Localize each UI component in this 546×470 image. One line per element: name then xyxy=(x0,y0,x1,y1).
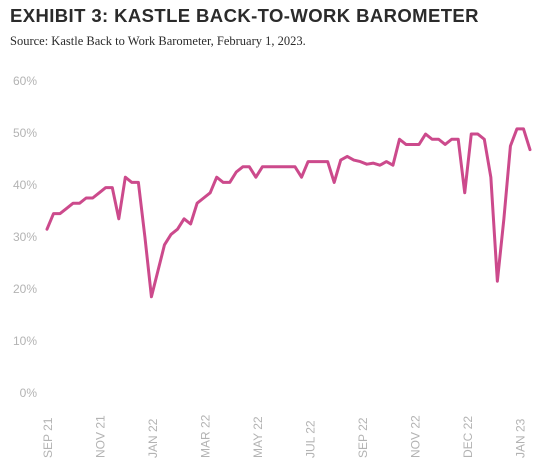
x-tick-label: SEP 22 xyxy=(356,417,370,458)
y-tick-label: 0% xyxy=(20,386,38,400)
x-tick-label: JAN 23 xyxy=(514,418,528,458)
y-tick-label: 60% xyxy=(13,74,37,88)
x-tick-label: NOV 21 xyxy=(94,415,108,458)
y-tick-label: 30% xyxy=(13,230,37,244)
x-tick-label: JAN 22 xyxy=(146,418,160,458)
chart-title: EXHIBIT 3: KASTLE BACK-TO-WORK BAROMETER xyxy=(10,5,479,26)
x-tick-label: NOV 22 xyxy=(409,415,423,458)
x-tick-label: MAR 22 xyxy=(199,414,213,458)
barometer-series-line xyxy=(45,127,532,299)
x-tick-label: JUL 22 xyxy=(304,420,318,458)
y-tick-label: 40% xyxy=(13,178,37,192)
x-tick-label: DEC 22 xyxy=(461,416,475,458)
x-tick-label: SEP 21 xyxy=(41,417,55,458)
chart-subtitle: Source: Kastle Back to Work Barometer, F… xyxy=(10,34,306,48)
y-tick-label: 50% xyxy=(13,126,37,140)
y-tick-label: 20% xyxy=(13,282,37,296)
y-tick-label: 10% xyxy=(13,334,37,348)
x-tick-label: MAY 22 xyxy=(251,416,265,458)
